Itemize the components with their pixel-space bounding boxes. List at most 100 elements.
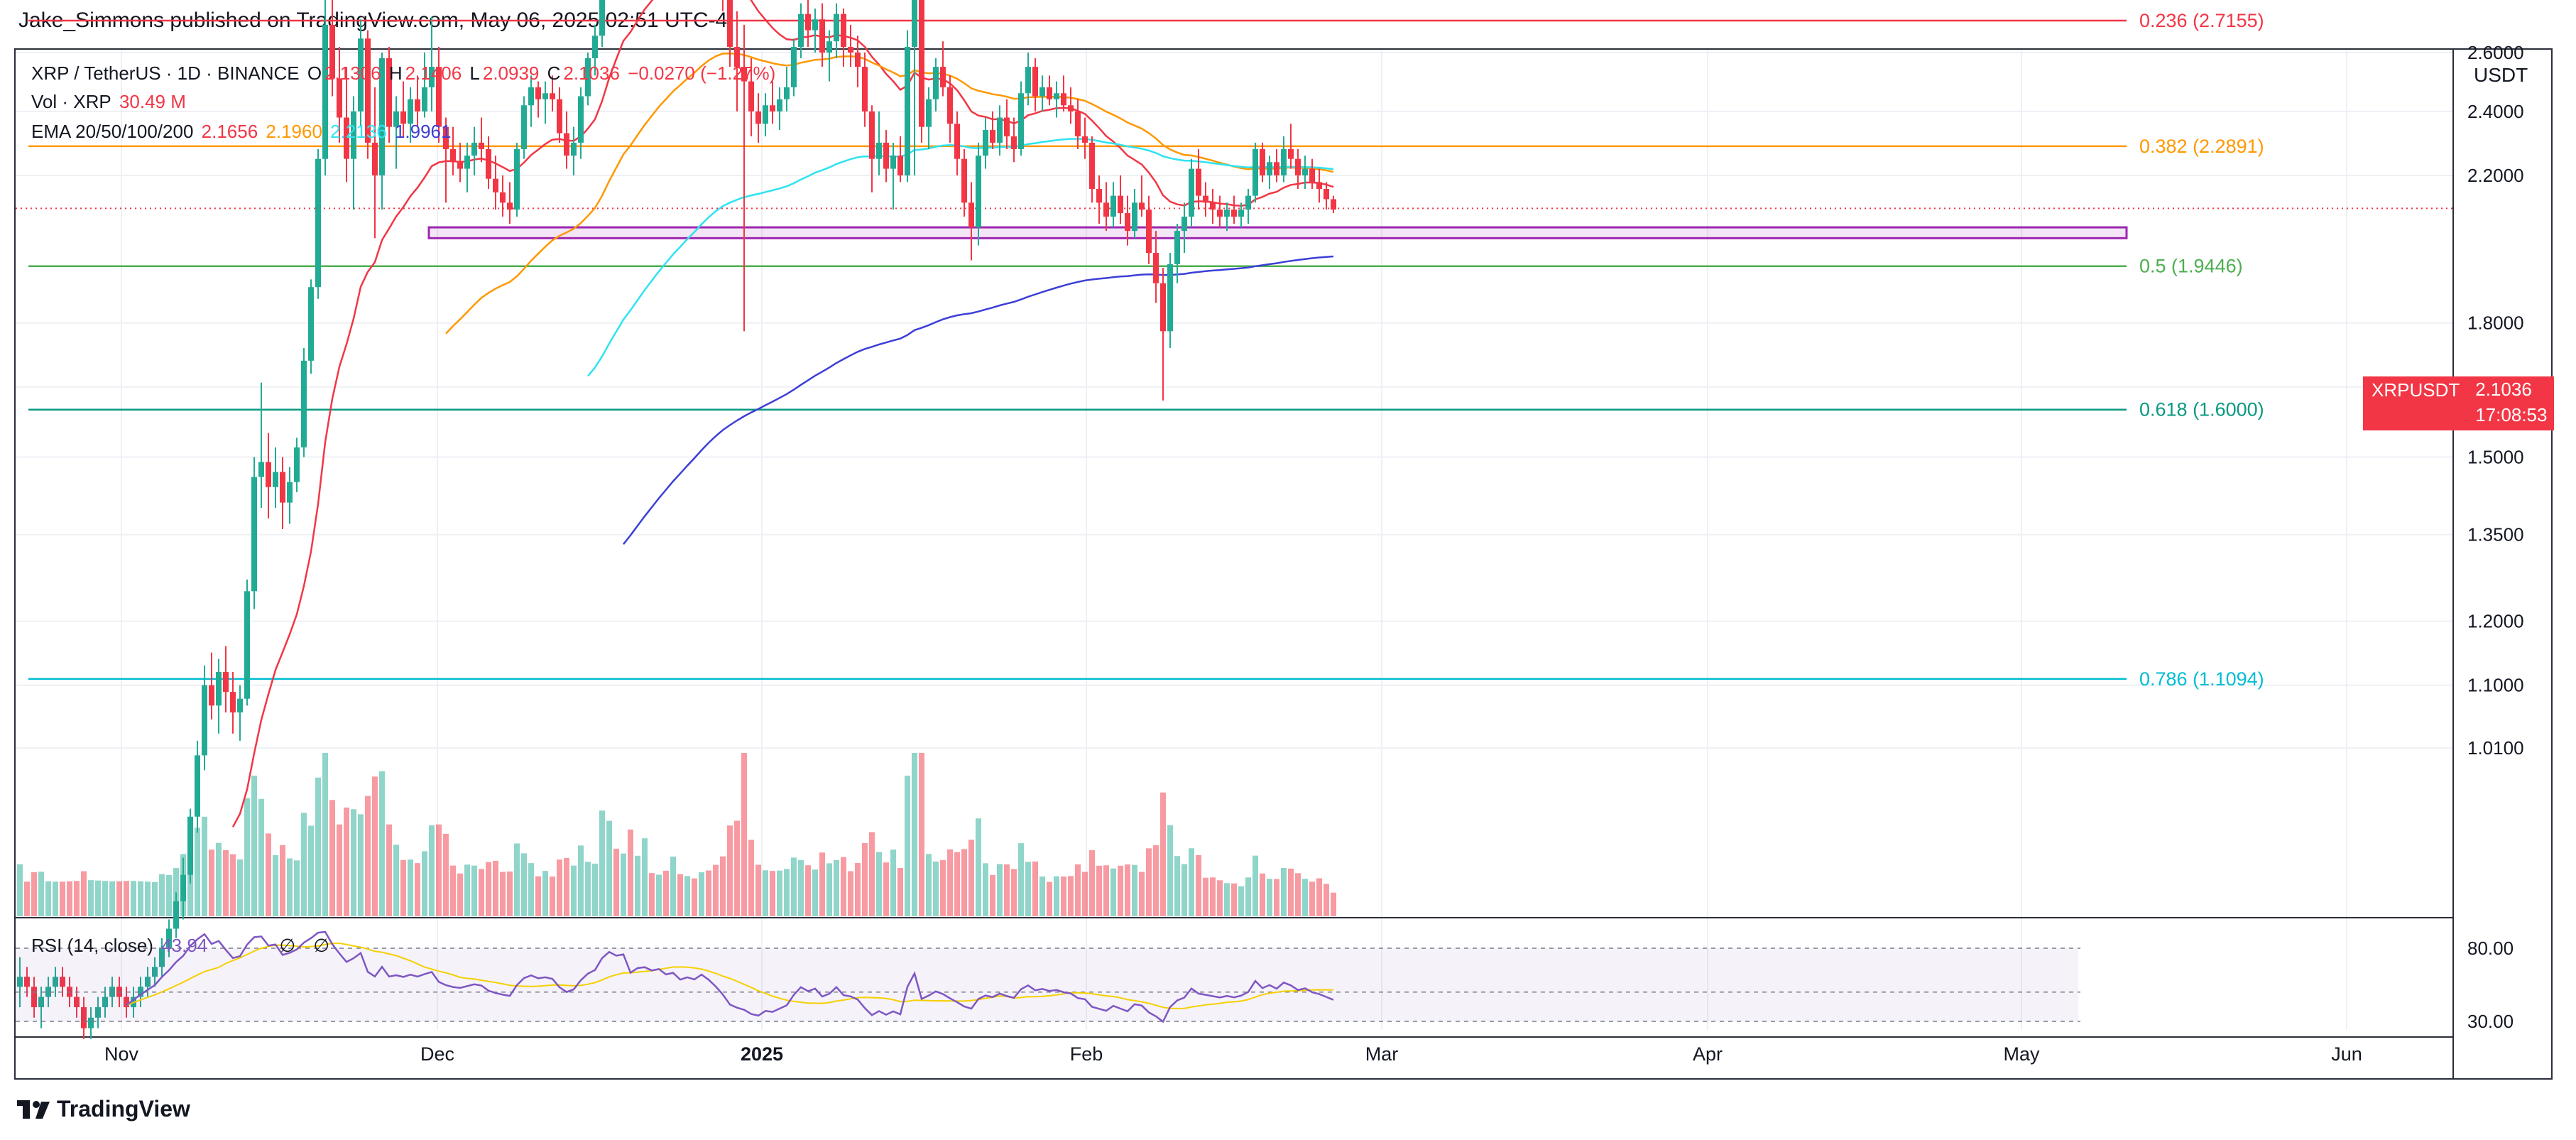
volume-bar <box>1245 877 1251 916</box>
volume-bar <box>819 852 825 916</box>
volume-bar <box>1231 883 1237 916</box>
volume-bar <box>713 864 719 916</box>
currency-label[interactable]: USDT <box>2474 64 2528 86</box>
volume-bar <box>1004 864 1010 916</box>
candle-body <box>280 472 285 503</box>
candle-body <box>195 755 200 817</box>
candle-body <box>947 87 953 124</box>
volume-bar <box>1125 864 1130 916</box>
candle-body <box>1274 162 1279 175</box>
candle-body <box>166 928 172 948</box>
candle-body <box>1118 195 1123 214</box>
tradingview-logo[interactable]: TradingView <box>17 1096 190 1122</box>
candle-body <box>585 58 591 97</box>
ema-20-line <box>231 0 1334 827</box>
volume-bar <box>1181 864 1187 916</box>
volume-bar <box>1196 854 1201 916</box>
volume-bar <box>692 878 697 916</box>
volume-bar <box>95 880 101 916</box>
volume-bar <box>741 753 747 916</box>
volume-bar <box>45 881 51 916</box>
candle-body <box>578 96 584 143</box>
candle-body <box>763 105 768 124</box>
volume-bar <box>124 881 129 916</box>
candle-body <box>315 158 321 288</box>
fib-label: 0.618 (1.6000) <box>2139 399 2264 420</box>
volume-bar <box>81 871 87 916</box>
candle-body <box>464 156 470 169</box>
price-axis-tick: 2.2000 <box>2467 165 2524 186</box>
candle-body <box>308 287 314 361</box>
volume-bar <box>1103 865 1109 916</box>
volume-bar <box>223 849 229 916</box>
candle-body <box>500 192 506 203</box>
price-axis-tick: 1.2000 <box>2467 611 2524 632</box>
volume-bar <box>88 880 94 916</box>
candle-body <box>1181 217 1187 232</box>
time-axis-tick: 2025 <box>741 1043 783 1065</box>
candle-body <box>905 47 910 175</box>
volume-bar <box>358 814 364 916</box>
volume-bar <box>159 874 165 916</box>
candle-body <box>912 0 917 48</box>
volume-bar <box>663 870 669 916</box>
volume-bar <box>1018 843 1024 916</box>
volume-bar <box>308 825 314 916</box>
volume-bar <box>1047 881 1052 916</box>
volume-bar <box>457 873 463 916</box>
volume-bar <box>606 820 612 916</box>
volume-bar <box>450 865 456 916</box>
candle-body <box>869 111 875 159</box>
volume-bar <box>116 881 122 916</box>
volume-bar <box>940 859 946 916</box>
candle-body <box>777 99 782 112</box>
volume-bar <box>1089 849 1095 916</box>
candle-body <box>1174 231 1180 264</box>
candle-body <box>564 133 569 156</box>
legend-open: 2.1306 <box>324 63 381 84</box>
legend-ema-label[interactable]: EMA 20/50/100/200 <box>31 121 194 142</box>
volume-bar <box>138 881 143 916</box>
candle-body <box>1238 210 1244 217</box>
volume-bar <box>578 845 584 916</box>
volume-bar <box>990 874 995 916</box>
volume-bar <box>479 869 484 916</box>
volume-bar <box>912 753 917 916</box>
candle-body <box>1054 93 1059 99</box>
volume-bar <box>862 843 868 916</box>
volume-bar <box>53 881 58 916</box>
legend-close: 2.1036 <box>563 63 620 84</box>
volume-bar <box>1075 864 1081 916</box>
volume-bar <box>209 849 214 916</box>
candle-body <box>1047 87 1052 99</box>
candle-body <box>1061 93 1066 106</box>
candle-body <box>88 1017 94 1028</box>
volume-bar <box>791 857 797 916</box>
price-badge-price: 2.1036 <box>2475 379 2532 400</box>
candle-body <box>798 13 804 48</box>
candle-body <box>791 47 797 87</box>
legend-ema50-value: 2.1960 <box>266 121 322 142</box>
legend-symbol[interactable]: XRP / TetherUS · 1D · BINANCE <box>31 63 300 84</box>
chart-frame <box>14 48 2553 1080</box>
volume-bar <box>706 870 711 916</box>
candle-body <box>173 901 179 929</box>
candle-body <box>1160 283 1166 332</box>
volume-bar <box>1146 848 1152 916</box>
price-axis-tick: 1.0100 <box>2467 737 2524 759</box>
candle-body <box>507 202 513 210</box>
candle-body <box>415 99 420 112</box>
volume-bar <box>557 859 562 916</box>
volume-bar <box>564 857 569 916</box>
candle-body <box>429 67 435 87</box>
candle-body <box>741 67 747 82</box>
candle-body <box>571 142 577 156</box>
candle-body <box>1324 188 1329 200</box>
volume-bar <box>635 855 640 916</box>
candle-body <box>784 87 790 99</box>
candle-body <box>365 38 371 143</box>
legend-rsi-label[interactable]: RSI (14, close) <box>31 935 153 956</box>
candle-body <box>1331 199 1336 210</box>
legend-volume-label[interactable]: Vol · XRP <box>31 91 111 112</box>
